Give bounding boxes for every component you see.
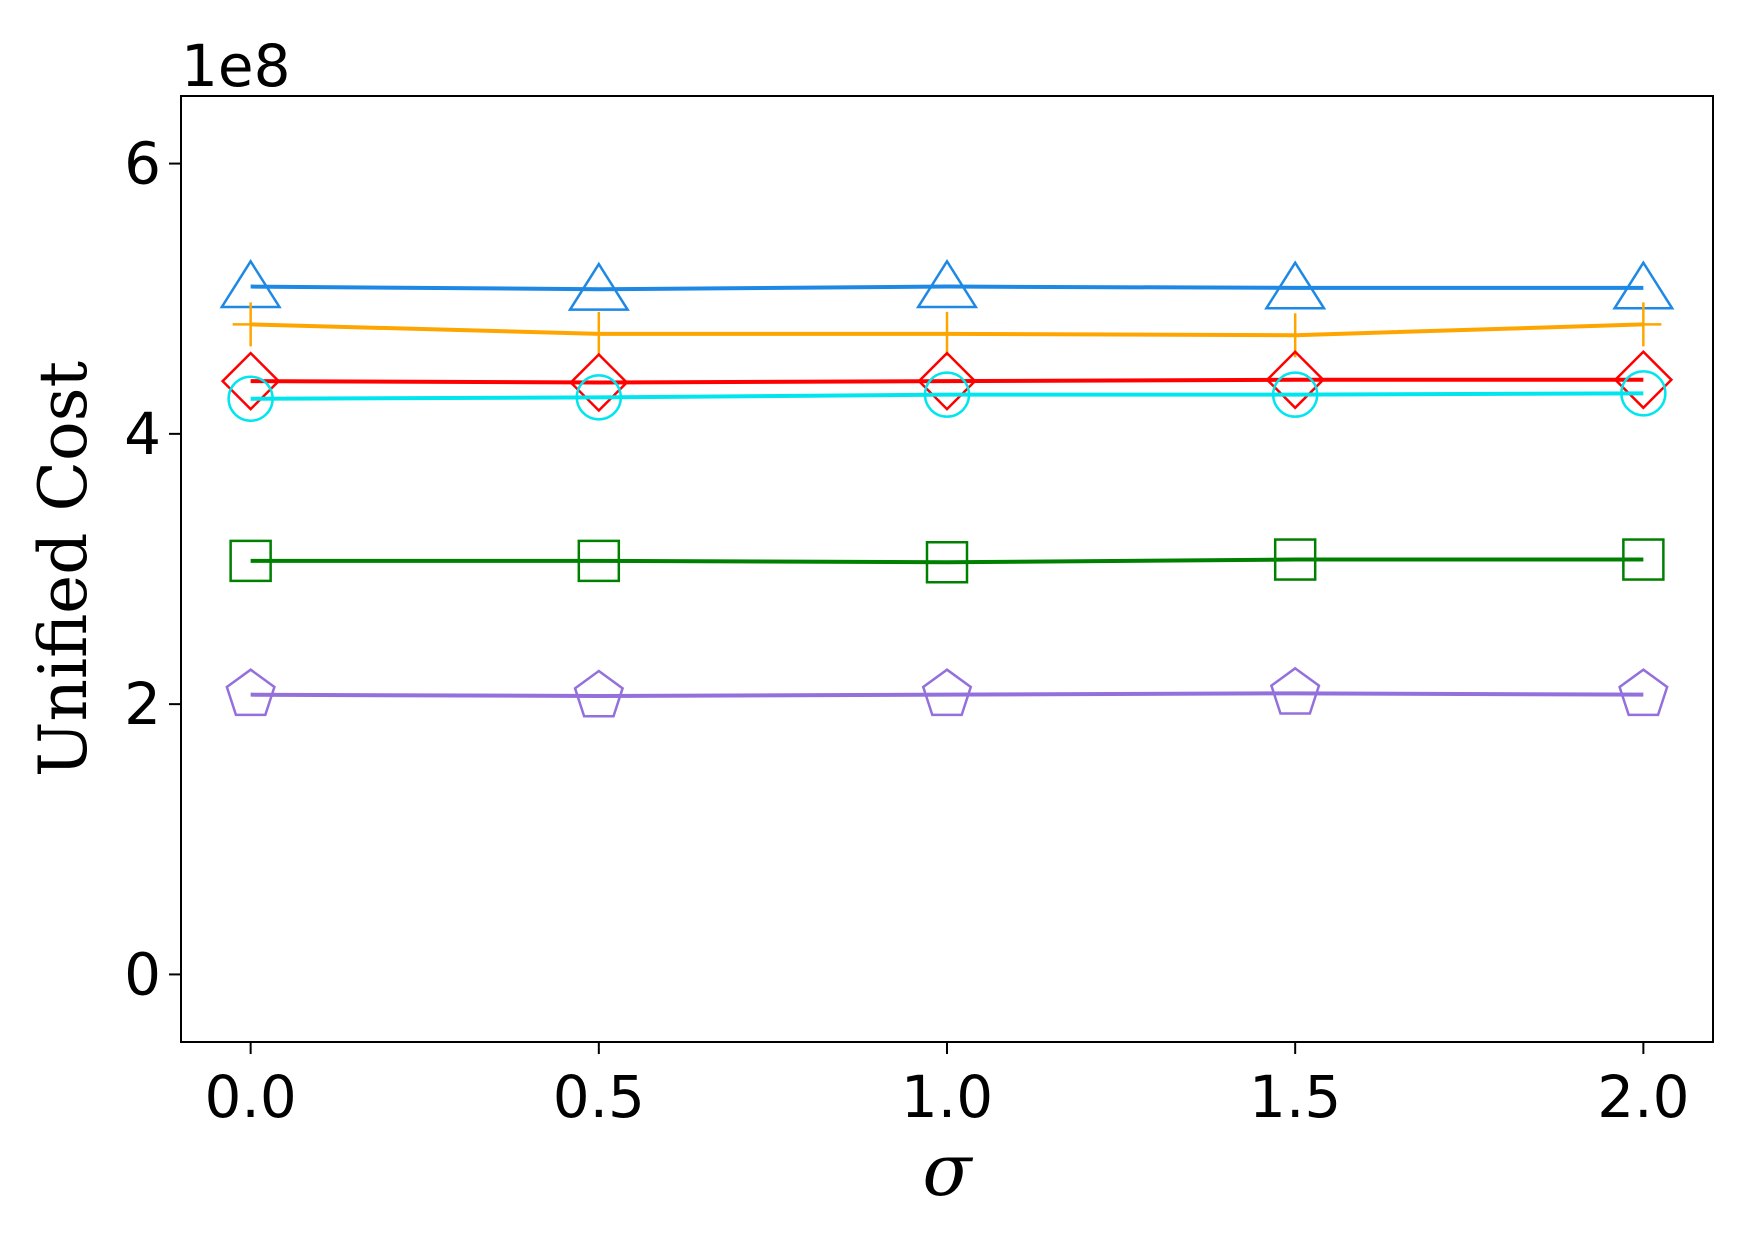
y-offset-label: 1e8 [181, 32, 291, 100]
y-axis-label: Unified Cost [25, 361, 102, 777]
square-marker [1273, 538, 1317, 581]
series-line [250, 377, 1644, 385]
plus-marker [1277, 313, 1314, 358]
diamond-marker [569, 352, 629, 413]
triangle-marker [1612, 260, 1675, 310]
triangle-marker [219, 259, 282, 309]
plus-marker [580, 311, 617, 356]
series-circle [227, 370, 1667, 422]
x-tick-label: 1.0 [901, 1063, 993, 1131]
diamond-marker [1613, 350, 1674, 410]
series-pentagon [225, 666, 1669, 718]
circle-marker [1620, 370, 1667, 417]
series-diamond [220, 350, 1674, 413]
series-line [250, 557, 1644, 565]
diamond-marker [220, 351, 281, 411]
circle-marker [575, 374, 623, 421]
x-axis-label: σ [922, 1128, 973, 1212]
x-tick-label: 1.5 [1249, 1063, 1341, 1131]
pentagon-marker [225, 668, 276, 717]
y-tick-label: 2 [124, 670, 161, 738]
triangle-marker [1264, 260, 1327, 310]
y-tick-label: 6 [124, 130, 161, 198]
circle-marker [923, 371, 971, 418]
plus-marker [1625, 302, 1662, 347]
triangle-marker [915, 259, 979, 309]
series-line [250, 284, 1644, 292]
pentagon-marker [1269, 666, 1321, 715]
series-triangle [219, 259, 1675, 311]
plot-frame [180, 95, 1714, 1043]
square-marker [577, 539, 621, 583]
square-marker [229, 539, 272, 583]
x-tick-label: 0.5 [553, 1063, 645, 1131]
series-square [229, 538, 1665, 584]
plus-marker [929, 311, 965, 356]
square-marker [925, 540, 969, 584]
square-marker [1622, 538, 1665, 581]
x-tick-label: 0.0 [205, 1063, 297, 1131]
series-layer [219, 259, 1675, 718]
x-tick-label: 2.0 [1597, 1063, 1689, 1131]
series-plus [232, 302, 1662, 358]
circle-marker [227, 375, 274, 422]
pentagon-marker [921, 668, 973, 717]
circle-marker [1271, 371, 1319, 418]
series-line [250, 391, 1644, 401]
pentagon-marker [573, 669, 625, 718]
y-tick-label: 0 [124, 940, 161, 1008]
y-tick-label: 4 [124, 400, 161, 468]
series-line [250, 691, 1644, 699]
pentagon-marker [1618, 668, 1669, 717]
diamond-marker [917, 351, 977, 411]
diamond-marker [1265, 350, 1325, 410]
axis-layer: 0.0 0.5 1.0 1.5 2.0 0 2 4 6 [124, 130, 1689, 1131]
triangle-marker [567, 261, 630, 311]
plus-marker [232, 302, 269, 347]
